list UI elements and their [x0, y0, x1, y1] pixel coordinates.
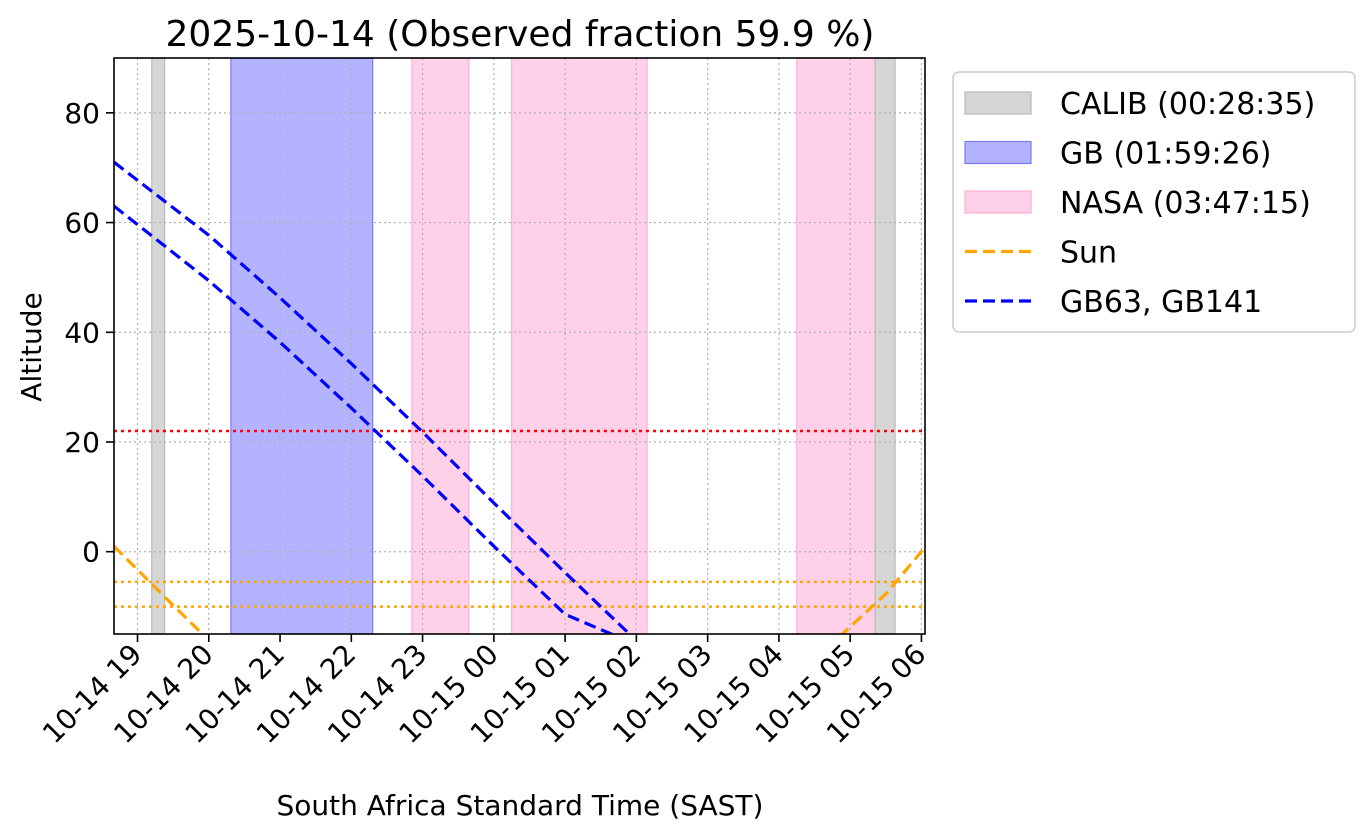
- y-tick-label: 40: [64, 316, 100, 349]
- y-tick-label: 20: [64, 426, 100, 459]
- series-line-gb141: [114, 204, 616, 634]
- legend-label: GB (01:59:26): [1060, 137, 1272, 172]
- y-tick-label: 60: [64, 207, 100, 240]
- chart-title: 2025-10-14 (Observed fraction 59.9 %): [166, 14, 875, 55]
- legend-box: [952, 71, 1356, 333]
- band-nasa: [511, 57, 648, 635]
- y-tick-label: 0: [82, 536, 100, 569]
- legend-label: Sun: [1060, 236, 1117, 271]
- y-axis-label: Altitude: [15, 292, 48, 401]
- legend-label: CALIB (00:28:35): [1060, 87, 1315, 122]
- series-line-sun-evening-: [114, 545, 205, 634]
- y-tick-label: 80: [64, 97, 100, 130]
- band-nasa: [796, 57, 876, 635]
- x-axis-label: South Africa Standard Time (SAST): [277, 789, 764, 822]
- series-group: [114, 160, 925, 634]
- legend-swatch-gb-01-59-26: [964, 140, 1032, 165]
- legend-swatch-nasa-03-47-15: [964, 190, 1032, 214]
- plot-frame: [113, 57, 926, 635]
- series-line-gb63: [114, 160, 632, 634]
- legend-label: NASA (03:47:15): [1060, 186, 1311, 221]
- band-gb: [230, 57, 374, 635]
- legend-swatch-calib-00-28-35: [964, 91, 1032, 115]
- legend-label: GB63, GB141: [1060, 285, 1262, 320]
- band-calib: [151, 57, 166, 635]
- band-calib: [874, 57, 896, 635]
- band-nasa: [411, 57, 470, 635]
- series-line-sun-morning-: [840, 546, 925, 634]
